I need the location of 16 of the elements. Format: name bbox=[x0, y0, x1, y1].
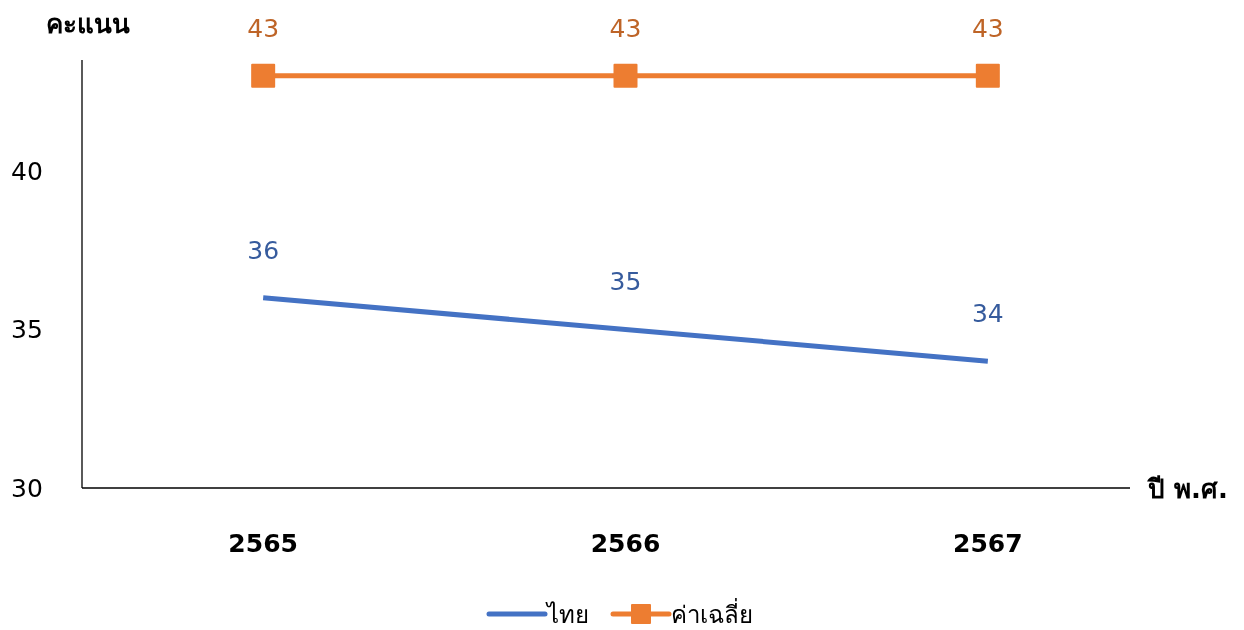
data-label: 43 bbox=[247, 13, 280, 43]
data-label: 35 bbox=[609, 267, 642, 297]
x-tick-label: 2566 bbox=[590, 529, 661, 558]
legend-label: ไทย bbox=[545, 601, 589, 629]
y-axis-title: คะแนน bbox=[46, 9, 130, 39]
data-label: 43 bbox=[971, 13, 1004, 43]
x-tick-label: 2567 bbox=[953, 529, 1023, 558]
x-axis-title: ปี พ.ศ. bbox=[1147, 474, 1228, 504]
legend-label: ค่าเฉลี่ย bbox=[671, 598, 753, 629]
y-tick-label: 35 bbox=[11, 315, 43, 345]
data-label: 43 bbox=[609, 13, 642, 43]
data-label: 36 bbox=[247, 235, 280, 265]
y-tick-label: 40 bbox=[11, 156, 43, 186]
y-tick-label: 30 bbox=[11, 474, 43, 503]
data-label: 34 bbox=[971, 299, 1004, 329]
x-tick-label: 2565 bbox=[228, 529, 298, 558]
